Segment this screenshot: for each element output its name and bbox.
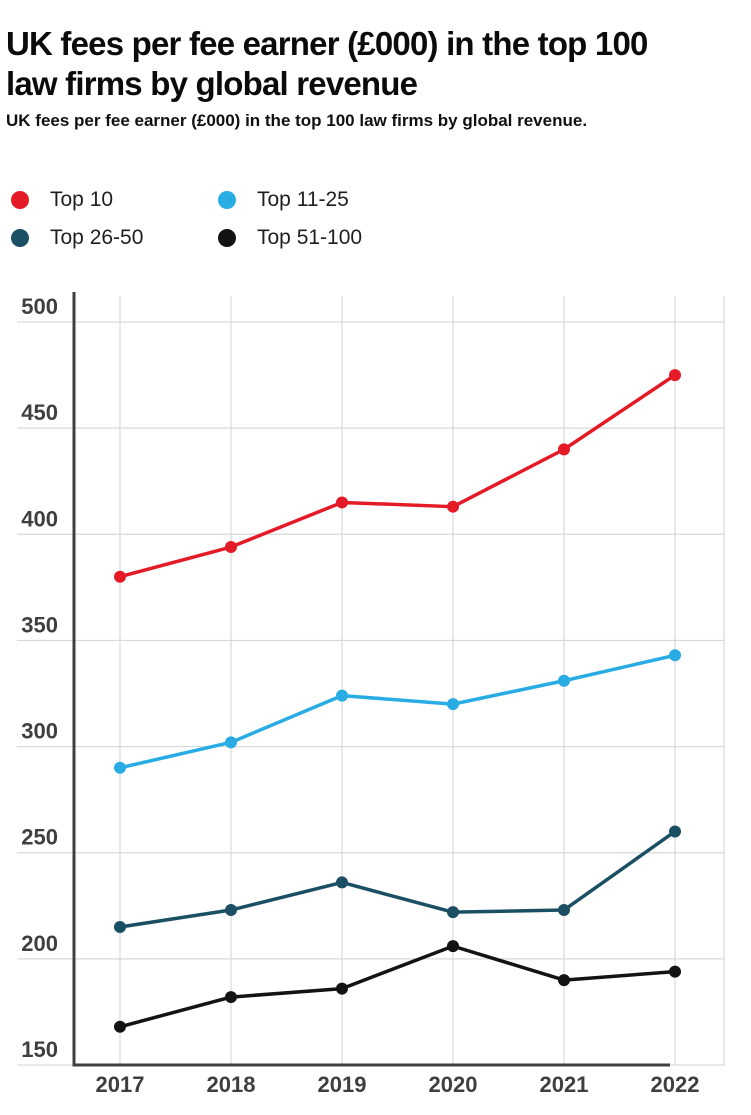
legend-item-top-11-25[interactable]: Top 11-25 — [218, 186, 362, 214]
data-point-top-10 — [669, 369, 681, 382]
data-point-top-51-100 — [558, 974, 570, 987]
data-point-top-26-50 — [114, 921, 126, 934]
legend-label: Top 51-100 — [257, 226, 363, 249]
x-tick-label: 2020 — [429, 1072, 478, 1097]
data-point-top-11-25 — [114, 761, 126, 774]
data-point-top-11-25 — [225, 736, 237, 749]
data-point-top-51-100 — [447, 940, 459, 953]
y-tick-label: 400 — [21, 506, 58, 531]
data-point-top-11-25 — [447, 698, 459, 711]
data-point-top-10 — [225, 541, 237, 554]
legend-item-top-26-50[interactable]: Top 26-50 — [11, 224, 218, 252]
x-tick-label: 2017 — [96, 1072, 145, 1097]
y-tick-label: 500 — [21, 294, 58, 319]
x-tick-label: 2019 — [318, 1072, 367, 1097]
legend-label: Top 11-25 — [257, 188, 349, 211]
legend-item-top-10[interactable]: Top 10 — [11, 186, 218, 214]
data-point-top-10 — [336, 496, 348, 509]
y-tick-label: 300 — [21, 719, 58, 744]
data-point-top-11-25 — [669, 649, 681, 662]
series-line-top-10 — [118, 373, 677, 579]
legend-dot-icon — [11, 191, 29, 209]
y-tick-label: 150 — [21, 1037, 58, 1062]
data-point-top-51-100 — [114, 1020, 126, 1033]
series-line-top-51-100 — [118, 944, 677, 1029]
legend-dot-icon — [218, 229, 236, 247]
data-point-top-26-50 — [558, 904, 570, 917]
y-tick-label: 450 — [21, 400, 58, 425]
series-line-top-26-50 — [118, 829, 677, 929]
legend: Top 10 Top 11-25 Top 26-50 Top 51-100 — [11, 186, 362, 252]
x-tick-label: 2021 — [540, 1072, 589, 1097]
data-point-top-10 — [558, 443, 570, 456]
chart-title: UK fees per fee earner (£000) in the top… — [6, 25, 648, 103]
legend-label: Top 26-50 — [50, 226, 144, 249]
x-tick-label: 2018 — [207, 1072, 256, 1097]
y-tick-label: 200 — [21, 931, 58, 956]
data-point-top-51-100 — [669, 965, 681, 978]
data-point-top-26-50 — [447, 906, 459, 919]
x-tick-label: 2022 — [651, 1072, 700, 1097]
data-point-top-10 — [114, 570, 126, 583]
data-point-top-51-100 — [225, 991, 237, 1004]
chart-subtitle: UK fees per fee earner (£000) in the top… — [6, 111, 588, 130]
data-point-top-11-25 — [336, 689, 348, 702]
legend-dot-icon — [11, 229, 29, 247]
y-tick-label: 250 — [21, 825, 58, 850]
data-point-top-26-50 — [336, 876, 348, 889]
legend-dot-icon — [218, 191, 236, 209]
legend-item-top-51-100[interactable]: Top 51-100 — [218, 224, 362, 252]
data-point-top-10 — [447, 500, 459, 513]
data-point-top-51-100 — [336, 982, 348, 995]
y-tick-label: 350 — [21, 612, 58, 637]
data-point-top-11-25 — [558, 674, 570, 687]
data-point-top-26-50 — [669, 825, 681, 838]
series-line-top-11-25 — [118, 653, 677, 770]
legend-label: Top 10 — [50, 188, 114, 211]
data-point-top-26-50 — [225, 904, 237, 917]
